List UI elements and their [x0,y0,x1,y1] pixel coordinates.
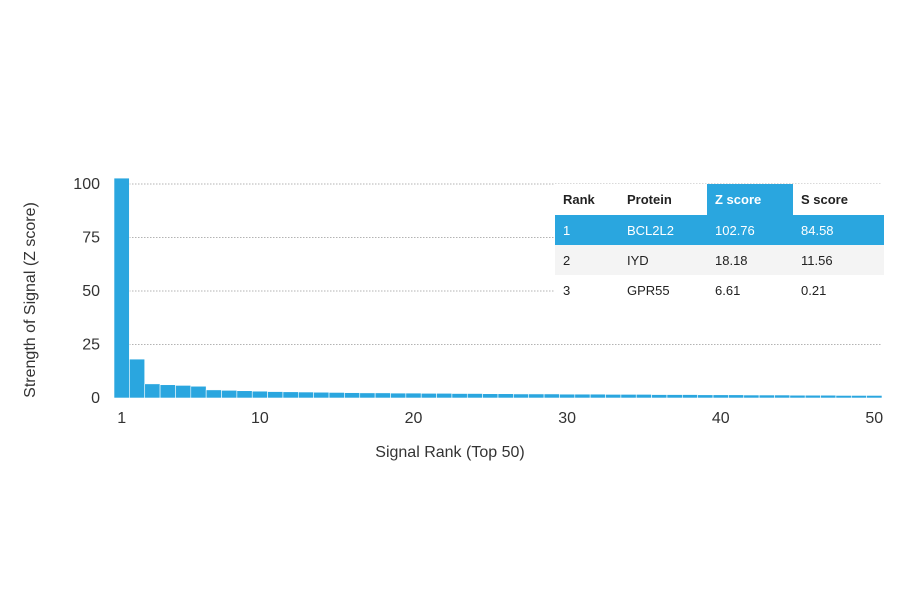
bar [359,392,376,399]
bar [420,392,437,399]
bar [850,395,867,399]
bar [804,394,821,399]
cell-z-score: 6.61 [715,282,741,298]
y-tick-label: 50 [82,283,100,300]
bar [820,394,837,399]
y-tick-label: 75 [82,230,100,247]
bar [251,390,268,399]
bar [589,393,606,399]
x-tick-label: 20 [405,410,423,427]
bar [559,393,576,399]
bar [712,394,729,399]
bar [574,393,591,399]
cell-protein: IYD [619,245,707,275]
bar [835,395,852,399]
bar [774,394,791,399]
bar [328,392,345,399]
cell-s-score: 0.21 [801,282,827,298]
cell-s-score: 11.56 [793,245,884,275]
bar [344,392,361,399]
cell-protein: GPR55 [627,282,670,298]
cell-z-score: 102.76 [707,215,793,245]
table-row: 2 IYD 18.18 11.56 [555,245,884,275]
bar [175,385,192,399]
bar [651,394,668,399]
bar [789,394,806,399]
bar [620,394,637,399]
table-header-row: Rank Protein Z score S score [555,184,884,215]
bar [466,393,483,399]
bar [205,389,222,399]
bar [313,391,330,399]
cell-s-score: 84.58 [793,215,884,245]
x-tick-labels: 1 10 20 30 40 50 [117,410,883,427]
bar [543,393,560,399]
cell-rank: 2 [555,245,619,275]
bar [605,394,622,399]
x-tick-label: 30 [558,410,576,427]
bar [159,384,176,399]
bar [436,392,453,399]
bar [728,394,745,399]
header-rank: Rank [563,192,595,207]
bar [144,383,161,399]
header-protein: Protein [627,192,672,207]
bar [497,393,514,399]
table-row: 1 BCL2L2 102.76 84.58 [555,215,884,245]
bar [390,392,407,399]
header-s-score: S score [801,192,848,207]
bar [666,394,683,399]
bar [513,393,530,399]
bar [282,391,299,399]
bar [374,392,391,399]
cell-rank: 1 [555,215,619,245]
bar [866,395,883,399]
bar [697,394,714,399]
bar [190,385,207,399]
table-row: 3 GPR55 6.61 0.21 [555,275,884,305]
bar [221,389,238,399]
x-tick-label: 50 [865,410,883,427]
y-axis-label: Strength of Signal (Z score) [22,202,39,398]
x-tick-label: 10 [251,410,269,427]
cell-rank: 3 [563,282,571,298]
bar [482,393,499,399]
cell-z-score: 18.18 [707,245,793,275]
header-z-score: Z score [707,184,793,215]
bar [267,391,284,399]
bars [113,177,883,399]
bar [451,393,468,399]
x-tick-label: 1 [117,410,126,427]
y-tick-labels: 0 25 50 75 100 [73,176,100,407]
x-tick-label: 40 [712,410,730,427]
bar [743,394,760,399]
y-tick-label: 0 [91,390,100,407]
y-tick-label: 25 [82,337,100,354]
bar [236,390,253,399]
score-table: Rank Protein Z score S score 1 BCL2L2 10… [555,184,884,305]
bar [528,393,545,399]
y-tick-label: 100 [73,176,100,193]
bar [405,392,422,399]
bar [682,394,698,399]
bar [758,394,775,399]
bar [298,391,314,399]
cell-protein: BCL2L2 [619,215,707,245]
bar [129,358,146,399]
x-axis-label: Signal Rank (Top 50) [375,444,524,461]
bar [635,394,652,399]
bar [113,177,130,399]
